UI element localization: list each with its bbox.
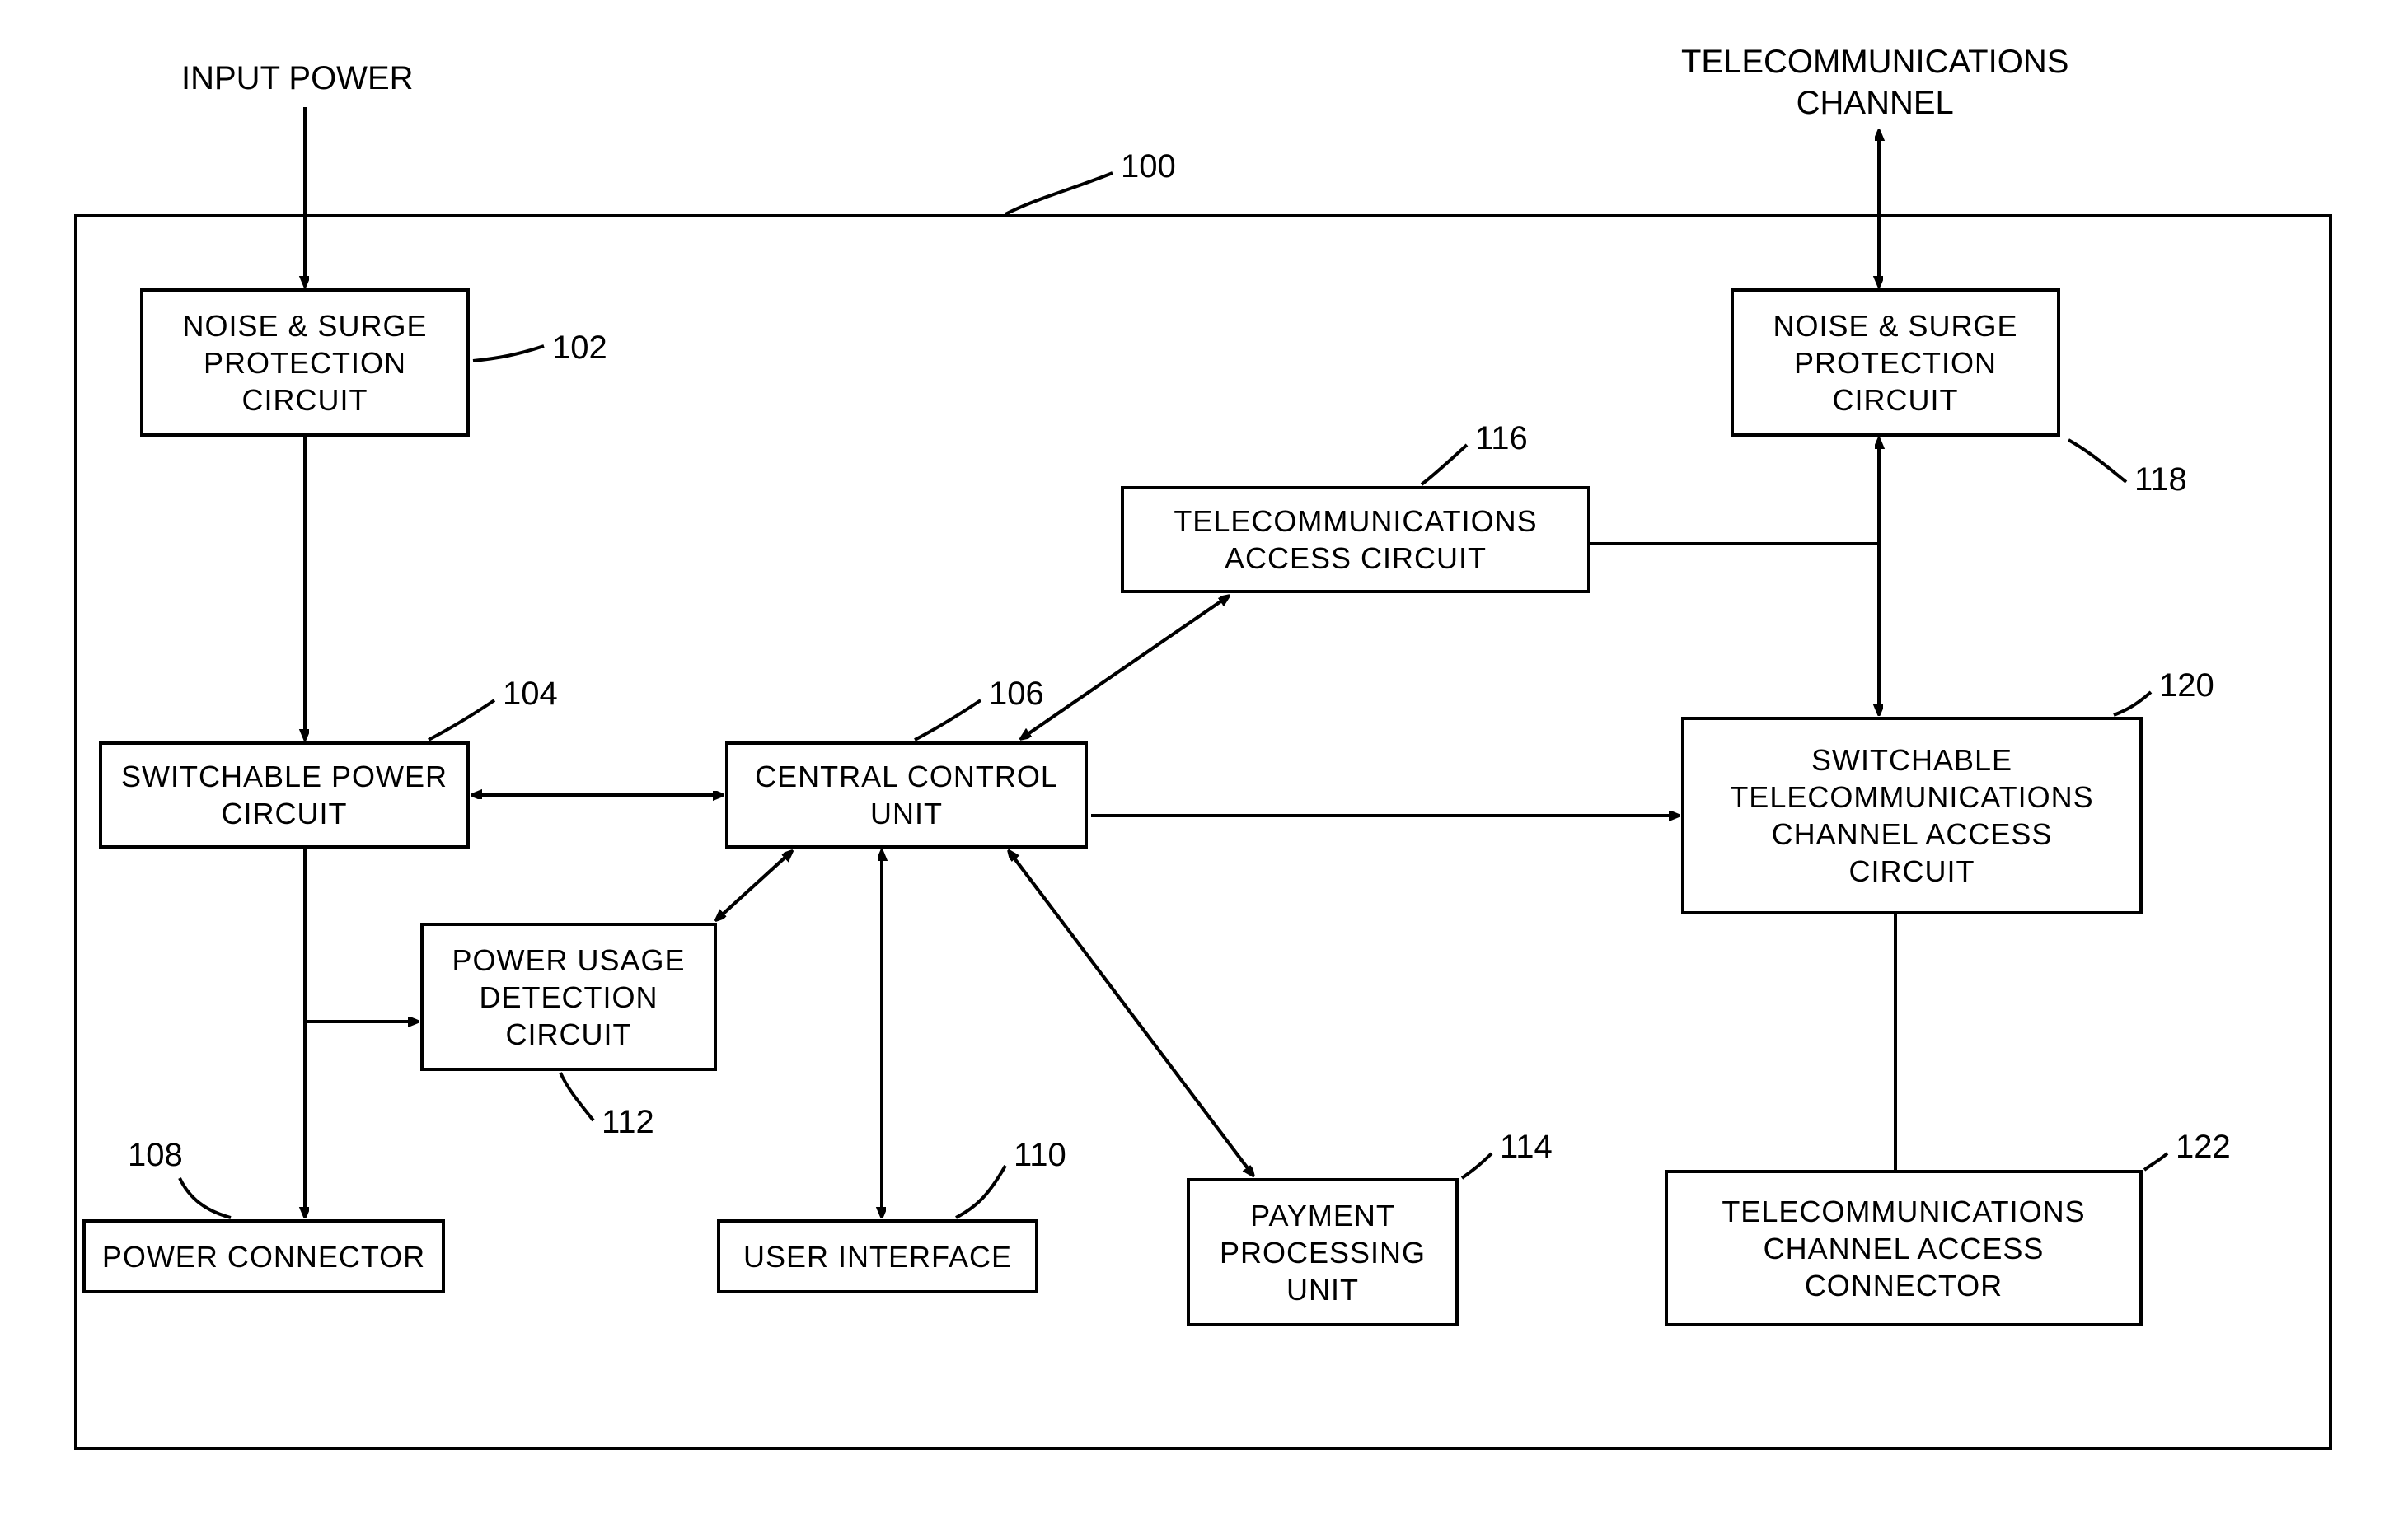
ref-100: 100 — [1121, 148, 1176, 185]
ref-108: 108 — [128, 1137, 183, 1174]
input-power-label: INPUT POWER — [181, 58, 414, 99]
telecom-connector-box: TELECOMMUNICATIONSCHANNEL ACCESSCONNECTO… — [1665, 1170, 2143, 1326]
switchable-telecom-text: SWITCHABLETELECOMMUNICATIONSCHANNEL ACCE… — [1730, 741, 2093, 890]
user-interface-box: USER INTERFACE — [717, 1219, 1038, 1293]
ref-104: 104 — [503, 676, 558, 713]
ref-114: 114 — [1500, 1129, 1553, 1166]
ref-120: 120 — [2159, 667, 2214, 704]
user-interface-text: USER INTERFACE — [743, 1238, 1012, 1275]
noise-surge-right-text: NOISE & SURGEPROTECTIONCIRCUIT — [1773, 307, 2017, 419]
power-usage-box: POWER USAGEDETECTIONCIRCUIT — [420, 923, 717, 1071]
block-diagram: INPUT POWER TELECOMMUNICATIONSCHANNEL NO… — [0, 0, 2408, 1534]
telecom-access-text: TELECOMMUNICATIONSACCESS CIRCUIT — [1174, 503, 1537, 577]
central-control-text: CENTRAL CONTROLUNIT — [755, 758, 1058, 832]
ref-116: 116 — [1475, 420, 1528, 457]
noise-surge-right-box: NOISE & SURGEPROTECTIONCIRCUIT — [1731, 288, 2060, 437]
power-usage-text: POWER USAGEDETECTIONCIRCUIT — [452, 942, 685, 1053]
telecom-channel-label: TELECOMMUNICATIONSCHANNEL — [1681, 41, 2068, 124]
power-connector-box: POWER CONNECTOR — [82, 1219, 445, 1293]
switchable-power-box: SWITCHABLE POWERCIRCUIT — [99, 741, 470, 849]
ref-118: 118 — [2134, 461, 2187, 498]
ref-102: 102 — [552, 330, 607, 367]
switchable-telecom-box: SWITCHABLETELECOMMUNICATIONSCHANNEL ACCE… — [1681, 717, 2143, 914]
telecom-connector-text: TELECOMMUNICATIONSCHANNEL ACCESSCONNECTO… — [1722, 1193, 2085, 1304]
noise-surge-left-box: NOISE & SURGEPROTECTIONCIRCUIT — [140, 288, 470, 437]
noise-surge-left-text: NOISE & SURGEPROTECTIONCIRCUIT — [182, 307, 427, 419]
ref-110: 110 — [1014, 1137, 1066, 1174]
power-connector-text: POWER CONNECTOR — [102, 1238, 425, 1275]
payment-text: PAYMENTPROCESSINGUNIT — [1220, 1197, 1426, 1308]
telecom-access-box: TELECOMMUNICATIONSACCESS CIRCUIT — [1121, 486, 1590, 593]
switchable-power-text: SWITCHABLE POWERCIRCUIT — [121, 758, 447, 832]
central-control-box: CENTRAL CONTROLUNIT — [725, 741, 1088, 849]
ref-122: 122 — [2176, 1129, 2231, 1166]
ref-106: 106 — [989, 676, 1044, 713]
payment-box: PAYMENTPROCESSINGUNIT — [1187, 1178, 1459, 1326]
ref-112: 112 — [602, 1104, 654, 1141]
